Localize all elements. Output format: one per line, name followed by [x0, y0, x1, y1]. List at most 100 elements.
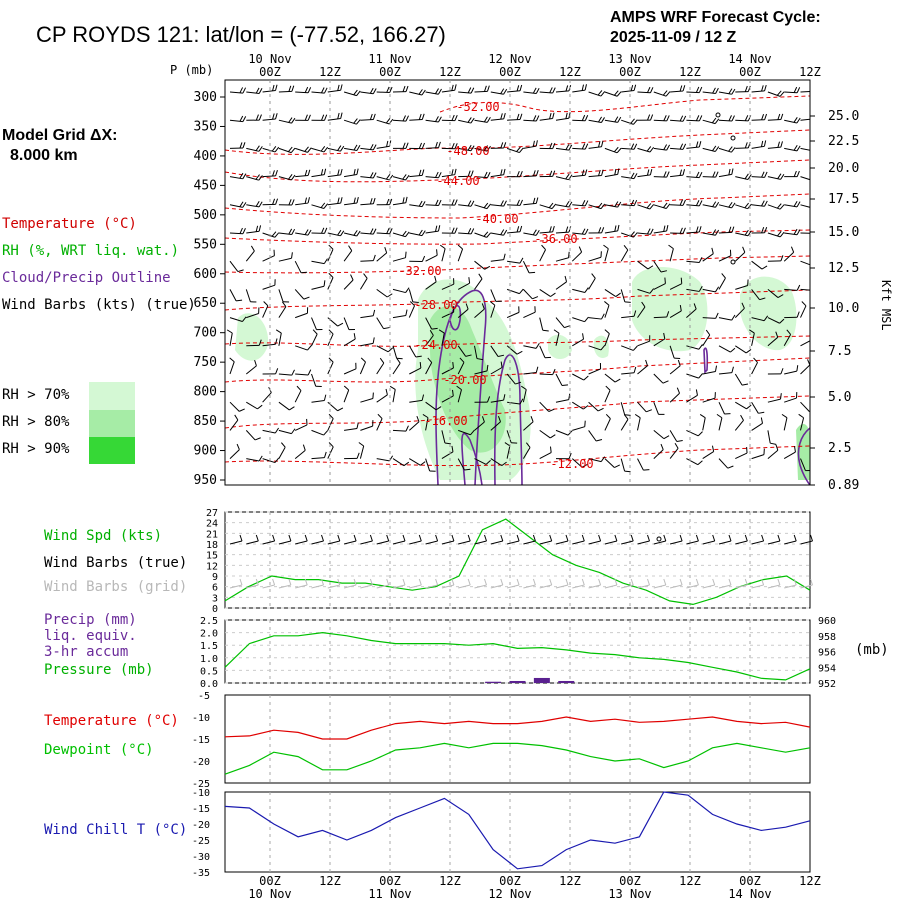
barb-flag: [666, 171, 670, 178]
wind-barb: [327, 229, 345, 237]
barb-flag: [744, 173, 749, 180]
barb-flag: [250, 245, 255, 252]
wind-barb: [767, 203, 785, 210]
wind-barb: [506, 430, 518, 444]
wind-barb-grid: [506, 578, 520, 589]
barb-flag: [239, 87, 244, 94]
barb-staff: [507, 204, 521, 206]
barb-flag: [712, 171, 716, 178]
wind-barb-grid: [295, 578, 308, 589]
wind-barb: [425, 116, 442, 123]
wind-barb: [507, 84, 523, 93]
barb-flag: [742, 383, 749, 386]
wind-barb: [686, 200, 703, 207]
barb-staff: [751, 454, 765, 460]
barb-staff: [653, 402, 659, 415]
barb-flag: [552, 112, 555, 119]
barb-flag: [337, 112, 340, 119]
barb-staff: [637, 288, 651, 294]
barb-staff: [735, 345, 747, 354]
wind-barb: [409, 255, 426, 263]
cloud-contour: [493, 354, 523, 485]
wind-barb: [620, 244, 629, 262]
barb-staff: [653, 260, 662, 273]
wind-barb-grid: [539, 578, 553, 589]
barb-staff: [343, 584, 357, 589]
barb-staff: [604, 458, 615, 468]
wind-barb: [604, 458, 620, 468]
wind-barb-true: [751, 534, 765, 545]
station-title: CP ROYDS 121: lat/lon = (-77.52, 166.27): [36, 22, 446, 47]
wind-barb: [458, 228, 475, 235]
wind-barb: [670, 143, 687, 150]
barb-flag: [516, 85, 520, 92]
barb-staff: [295, 312, 308, 319]
barb-staff: [278, 232, 292, 236]
rh90-swatch: [89, 437, 135, 464]
barb-flag: [255, 578, 259, 586]
barb-staff: [295, 540, 308, 545]
barb-staff: [344, 147, 358, 151]
height-tick-label: 7.5: [828, 344, 851, 359]
wind-barb: [376, 317, 390, 330]
wind-barb: [474, 116, 491, 123]
barb-staff: [686, 231, 700, 234]
wind-barb: [767, 317, 785, 324]
barb-flag: [476, 358, 483, 361]
barb-flag: [358, 442, 364, 447]
barb-flag: [258, 175, 263, 181]
barb-staff: [800, 458, 806, 471]
rh70-swatch: [89, 382, 135, 410]
barb-flag: [484, 171, 488, 178]
wind-barb: [507, 398, 524, 405]
barb-flag: [291, 252, 293, 259]
barb-flag: [698, 344, 703, 350]
barb-staff: [295, 147, 308, 153]
wind-barb: [735, 85, 751, 93]
wind-barb: [653, 225, 669, 234]
wind-barb: [294, 418, 308, 431]
wind-barb: [458, 200, 475, 207]
barb-flag: [500, 229, 505, 235]
barb-flag: [372, 144, 377, 151]
wind-barb: [800, 260, 810, 266]
barb-flag: [535, 170, 539, 177]
wind-barb: [507, 257, 524, 264]
wind-barb: [327, 401, 344, 412]
barb-flag: [711, 445, 715, 452]
barb-flag: [530, 415, 534, 422]
barb-flag: [435, 116, 439, 122]
barb-flag: [353, 168, 356, 176]
barb-staff: [751, 317, 765, 322]
barb-flag: [542, 329, 549, 332]
barb-staff: [523, 421, 534, 431]
barb-flag: [532, 140, 535, 147]
barb-flag: [307, 229, 312, 236]
barb-flag: [312, 329, 318, 335]
model-grid-value: 8.000 km: [10, 147, 78, 164]
barb-staff: [458, 429, 471, 436]
barb-staff: [425, 204, 439, 207]
wind-barb: [490, 394, 506, 403]
barb-flag: [520, 385, 527, 390]
wind-barb: [702, 286, 720, 293]
wind-barb: [588, 430, 603, 442]
barb-flag: [578, 246, 583, 253]
barb-flag: [337, 322, 344, 327]
barb-staff: [360, 119, 374, 121]
barb-flag: [340, 168, 343, 176]
barb-flag: [601, 169, 604, 176]
barb-staff: [686, 458, 699, 466]
barb-staff: [718, 119, 733, 122]
wind-barb: [572, 143, 589, 150]
barb-staff: [311, 204, 325, 209]
label-precip-liq: liq. equiv.: [44, 628, 137, 644]
rh-area: [235, 313, 269, 361]
barb-flag: [418, 578, 422, 586]
barb-staff: [457, 248, 464, 262]
wind-barb-true: [506, 534, 520, 545]
barb-flag: [777, 141, 780, 148]
barb-staff: [360, 342, 374, 347]
barb-staff: [425, 230, 439, 234]
barb-staff: [800, 340, 810, 347]
